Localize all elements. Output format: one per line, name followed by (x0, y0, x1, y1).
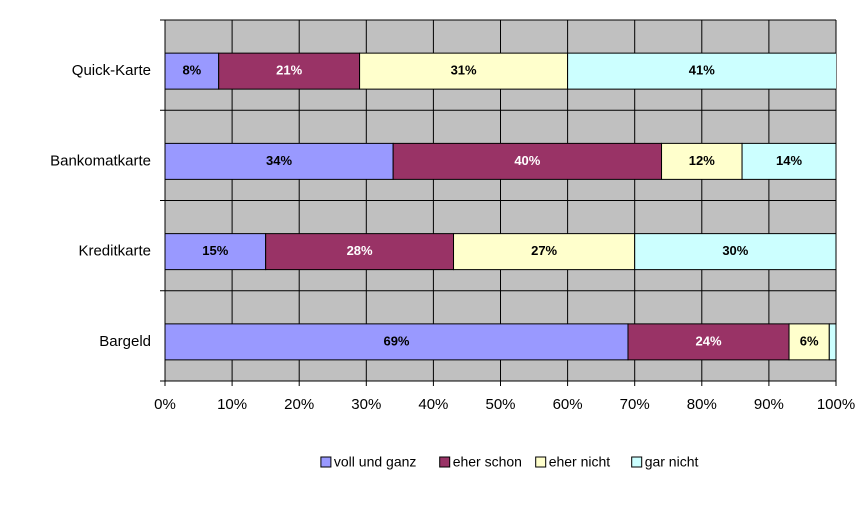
x-tick-label: 30% (351, 396, 381, 413)
x-tick-label: 70% (620, 396, 650, 413)
value-label: 69% (383, 333, 409, 348)
bar-segment (265, 233, 455, 271)
x-tick-label: 0% (154, 396, 176, 413)
y-tick-label: Bankomatkarte (50, 152, 151, 169)
legend: voll und ganz eher schon eher nicht gar nic… (320, 454, 699, 470)
x-tick-label: 40% (418, 396, 448, 413)
value-label: 41% (689, 63, 715, 78)
bar-segment (567, 52, 836, 90)
bar-segment (165, 233, 267, 271)
x-tick-label: 60% (553, 396, 583, 413)
bar-segment (788, 323, 830, 361)
x-tick-label: 90% (754, 396, 784, 413)
value-label: 12% (689, 153, 715, 168)
value-label: 31% (451, 63, 477, 78)
value-label: 30% (722, 243, 748, 258)
legend-label: gar nicht (645, 454, 699, 470)
x-tick-label: 50% (485, 396, 515, 413)
value-label: 28% (347, 243, 373, 258)
y-tick-label: Bargeld (99, 333, 151, 350)
bar-segment (627, 323, 790, 361)
value-label: 34% (266, 153, 292, 168)
bar-segment (165, 52, 220, 90)
legend-swatch (439, 456, 451, 468)
bar-segment (359, 52, 569, 90)
bar-segment (741, 142, 836, 180)
x-tick-label: 10% (217, 396, 247, 413)
x-tick-label: 20% (284, 396, 314, 413)
bar-segment (392, 142, 663, 180)
value-label: 27% (531, 243, 557, 258)
legend-swatch (631, 456, 643, 468)
value-label: 8% (182, 63, 201, 78)
legend-label: eher nicht (549, 454, 611, 470)
value-label: 15% (202, 243, 228, 258)
value-label: 21% (276, 63, 302, 78)
legend-label: voll und ganz (334, 454, 417, 470)
bar-segment (828, 323, 836, 361)
value-label: 40% (514, 153, 540, 168)
legend-label: eher schon (453, 454, 522, 470)
legend-swatch (535, 456, 547, 468)
y-tick-label: Kreditkarte (78, 243, 151, 260)
value-label: 14% (776, 153, 802, 168)
value-label: 24% (695, 333, 721, 348)
x-tick-label: 80% (687, 396, 717, 413)
legend-swatch (320, 456, 332, 468)
x-tick-label: 100% (817, 396, 855, 413)
bar-segment (634, 233, 836, 271)
value-label: 6% (800, 333, 819, 348)
bar-segment (218, 52, 361, 90)
y-tick-label: Quick-Karte (72, 62, 151, 79)
bar-segment (165, 323, 629, 361)
